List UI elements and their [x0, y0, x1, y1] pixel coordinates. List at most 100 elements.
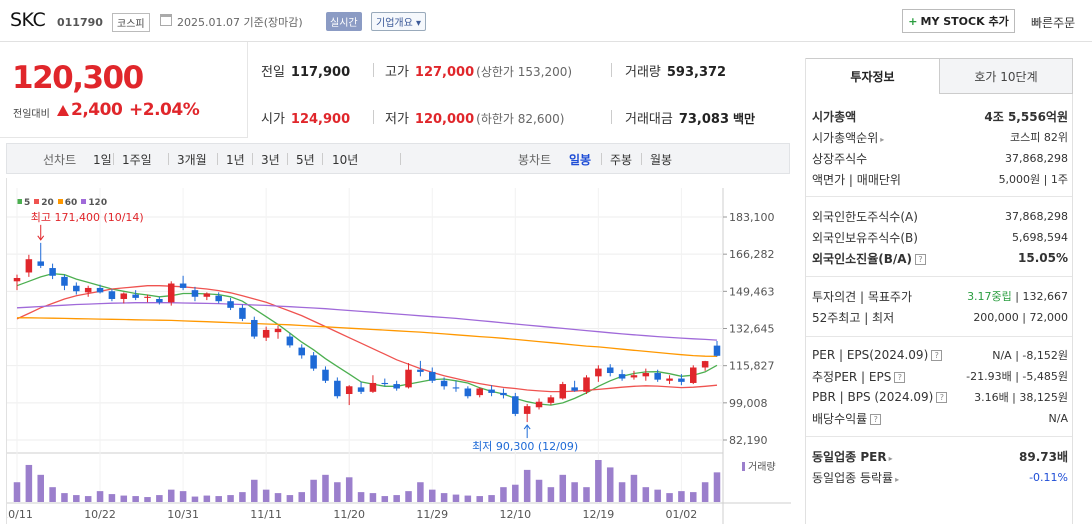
base-date: 2025.01.07 기준(장마감) — [177, 16, 303, 29]
help-icon[interactable]: ? — [894, 371, 906, 383]
row-value: 4조 5,556억원 — [984, 109, 1068, 124]
company-overview-dropdown[interactable]: 기업개요 ▾ — [371, 12, 427, 31]
candle-body — [464, 388, 472, 397]
volume-bar — [535, 479, 543, 502]
volume-bar — [191, 496, 199, 502]
stat-value: 124,900 — [290, 112, 351, 127]
stat-prev-close: 전일 117,900 — [261, 61, 350, 80]
candle-body — [559, 384, 567, 399]
quick-order-link[interactable]: 빠른주문 — [1031, 16, 1076, 30]
row-value: 15.05% — [1018, 251, 1068, 265]
candle-body — [227, 301, 234, 308]
candle-daily[interactable]: 일봉 — [569, 153, 592, 167]
legend-swatch — [17, 199, 22, 204]
period-1w[interactable]: 1주일 — [122, 153, 152, 167]
volume-bar — [357, 492, 365, 502]
period-1d[interactable]: 1일 — [93, 153, 112, 167]
stat-unit: 백만 — [733, 112, 756, 126]
period-1y[interactable]: 1년 — [226, 153, 245, 167]
candle-body — [73, 285, 80, 292]
help-icon[interactable]: ? — [936, 392, 948, 403]
help-icon[interactable]: ? — [915, 253, 927, 265]
period-5y[interactable]: 5년 — [296, 153, 315, 167]
candle-body — [167, 283, 175, 303]
tab-order-book[interactable]: 호가 10단계 — [939, 58, 1073, 94]
x-tick-label: 12/10 — [499, 508, 531, 521]
stat-label: 전일 — [261, 65, 285, 80]
x-tick-label: 11/20 — [333, 508, 365, 521]
period-3m[interactable]: 3개월 — [177, 153, 207, 167]
period-3y[interactable]: 3년 — [261, 153, 280, 167]
candle-body — [713, 345, 721, 356]
candle-monthly[interactable]: 월봉 — [650, 153, 673, 167]
divider — [322, 153, 323, 165]
divider — [806, 276, 1072, 277]
volume-bar — [606, 467, 614, 502]
divider — [373, 63, 374, 77]
stock-header: SKC 011790 코스피 2025.01.07 기준(장마감) 실시간 기업… — [0, 0, 1092, 42]
volume-bar — [37, 474, 44, 502]
target-value: | 132,667 — [1015, 290, 1068, 303]
stat-high: 고가 127,000 (상한가 153,200) — [385, 61, 572, 80]
legend-label: 20 — [41, 198, 54, 208]
line-chart-label: 선차트 — [43, 153, 77, 167]
price-chart[interactable]: 5 20 60 120 183,100 166,282 149,463 132,645 115… — [6, 178, 791, 524]
volume-label: 거래량 — [748, 461, 776, 473]
row-label: 배당수익률? — [812, 410, 882, 427]
lower-limit: (하한가 82,600) — [476, 112, 565, 126]
volume-bar — [654, 489, 661, 502]
candle-body — [357, 387, 365, 392]
tab-investment-info[interactable]: 투자정보 — [806, 58, 940, 94]
volume-bar — [559, 474, 567, 502]
volume-bar — [571, 482, 578, 502]
help-icon[interactable]: ? — [931, 350, 943, 361]
realtime-button[interactable]: 실시간 — [326, 12, 362, 31]
candle-body — [381, 382, 389, 385]
row-label: 시가총액 — [812, 109, 857, 124]
candle-body — [274, 328, 282, 333]
volume-bar — [310, 479, 317, 502]
candle-body — [583, 377, 590, 392]
divider — [806, 196, 1072, 197]
volume-bar — [286, 495, 294, 502]
market-cap-rank-row[interactable]: 시가총액순위 ▸ 코스피 82위 — [812, 127, 1068, 147]
sector-change-row[interactable]: 동일업종 등락률 ▸ -0.11% — [812, 467, 1068, 487]
current-price: 120,300 — [12, 60, 144, 96]
chevron-right-icon: ▸ — [888, 453, 893, 463]
candle-body — [215, 295, 222, 302]
divider — [611, 110, 612, 124]
candle-body — [417, 369, 424, 372]
candle-body — [618, 374, 626, 379]
stat-label: 시가 — [261, 112, 285, 127]
volume-bar — [49, 487, 56, 502]
volume-bar — [464, 495, 472, 502]
opinion-row: 투자의견 | 목표주가 3.17중립 | 132,667 — [812, 286, 1068, 306]
stat-value: 73,083 — [678, 112, 730, 127]
help-icon[interactable]: ? — [870, 413, 882, 425]
y-tick-label: 149,463 — [729, 285, 775, 298]
market-cap-row: 시가총액 4조 5,556억원 — [812, 106, 1068, 126]
row-value: 200,000 | 72,000 — [973, 310, 1068, 324]
candle-body — [571, 387, 578, 391]
volume-bar — [666, 493, 673, 502]
candle-body — [405, 369, 412, 388]
candle-body — [13, 277, 21, 282]
x-tick-label: 11/29 — [416, 508, 448, 521]
candle-body — [286, 336, 294, 346]
divider — [217, 153, 218, 165]
period-10y[interactable]: 10년 — [332, 153, 359, 167]
add-mystock-button[interactable]: + MY STOCK 추가 — [902, 9, 1015, 33]
row-value: -21.93배 | -5,485원 — [966, 370, 1068, 383]
sector-per-row[interactable]: 동일업종 PER ▸ 89.73배 — [812, 446, 1068, 466]
foreign-limit-row: 외국인한도주식수(A) 37,868,298 — [812, 206, 1068, 226]
chart-canvas[interactable]: 183,100 166,282 149,463 132,645 115,827 99,00… — [7, 178, 791, 524]
opinion-value: 3.17중립 — [967, 290, 1012, 303]
chart-toolbar: 선차트 1일 1주일 3개월 1년 3년 5년 10년 봉차트 일봉 주봉 월봉 — [6, 143, 790, 174]
row-label: 외국인소진율(B/A)? — [812, 250, 927, 267]
candle-weekly[interactable]: 주봉 — [610, 153, 633, 167]
candle-body — [440, 380, 448, 387]
high-arrowhead — [37, 235, 45, 241]
divider — [641, 153, 642, 165]
divider — [400, 153, 401, 165]
divider — [806, 336, 1072, 337]
